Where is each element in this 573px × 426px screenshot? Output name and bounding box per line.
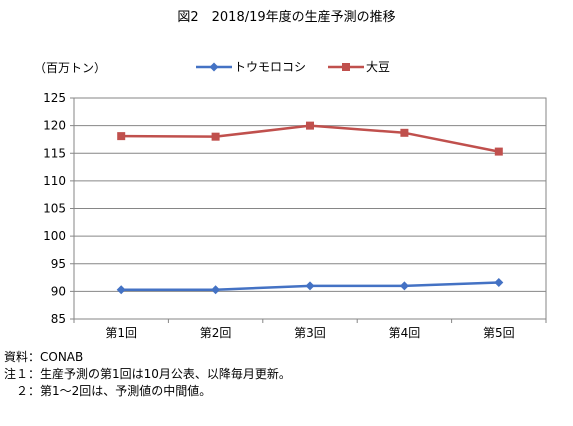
x-tick-label: 第4回 [389, 326, 421, 340]
y-axis-unit-label: （百万トン） [34, 61, 107, 75]
legend-swatch-corn [196, 62, 232, 71]
y-tick-label: 120 [43, 119, 66, 133]
y-tick-label: 90 [51, 284, 66, 298]
data-point-s1-p1 [211, 132, 220, 141]
x-tick-label: 第1回 [105, 326, 137, 340]
legend-label-corn: トウモロコシ [234, 60, 307, 74]
legend-item-corn: トウモロコシ [196, 58, 306, 75]
data-point-s1-p3 [400, 128, 409, 137]
x-tick-label: 第3回 [294, 326, 326, 340]
y-tick-label: 110 [43, 174, 66, 188]
data-point-s1-p4 [494, 147, 503, 156]
data-point-s1-p2 [306, 121, 314, 130]
y-tick-label: 125 [43, 91, 66, 105]
legend-swatch-soybean [328, 62, 365, 71]
footnote-1: 注１：生産予測の第1回は10月公表、以降毎月更新。 [4, 367, 291, 381]
y-tick-label: 100 [43, 229, 66, 243]
chart-title: 図2 2018/19年度の生産予測の推移 [177, 10, 396, 25]
data-point-s0-p2 [305, 281, 315, 291]
y-tick-label: 85 [51, 312, 66, 326]
data-point-s0-p1 [211, 285, 221, 295]
y-tick-label: 115 [43, 146, 66, 160]
legend-label-soybean: 大豆 [366, 60, 391, 74]
data-point-s0-p0 [116, 285, 126, 295]
y-tick-label: 105 [43, 202, 66, 216]
footnote-2: ２：第1～2回は、予測値の中間値。 [4, 384, 212, 398]
x-tick-label: 第2回 [200, 326, 232, 340]
line-chart: 85 90 95 100 105 110 115 120 125 第1回 第2回 第3回 第4回 第5回 [43, 91, 547, 340]
data-point-s1-p0 [117, 132, 126, 141]
data-point-s0-p3 [399, 281, 409, 291]
x-tick-label: 第5回 [483, 326, 515, 340]
legend-item-soybean: 大豆 [328, 58, 390, 75]
legend: トウモロコシ 大豆 [196, 58, 412, 75]
notes: 資料：CONAB 注１：生産予測の第1回は10月公表、以降毎月更新。 ２：第1～… [4, 349, 291, 400]
data-point-s0-p4 [494, 278, 504, 288]
y-tick-label: 95 [51, 257, 66, 271]
source-note: 資料：CONAB [4, 350, 84, 364]
